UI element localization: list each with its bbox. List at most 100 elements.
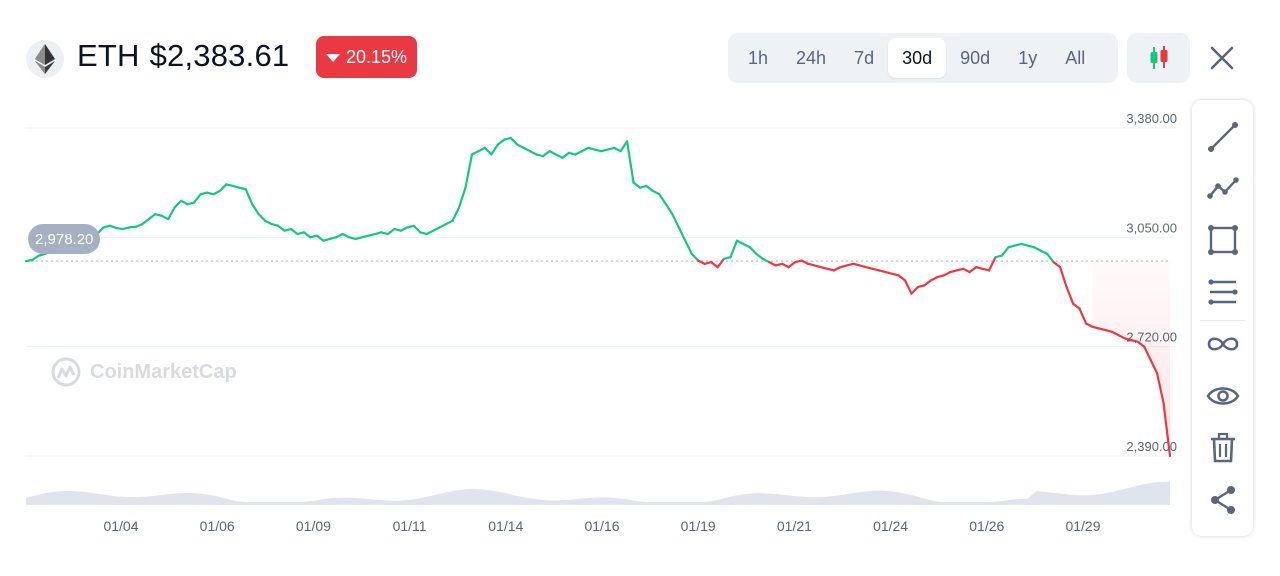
baseline-price-label: 2,978.20 [28, 224, 101, 254]
x-tick-label: 01/21 [777, 518, 812, 534]
price-chart[interactable]: 3,380.003,050.002,720.002,390.0001/0401/… [0, 100, 1190, 540]
polyline-icon[interactable] [1192, 166, 1253, 210]
price-line-segment [509, 136, 519, 146]
price-line-segment [154, 213, 163, 217]
price-line-segment [1162, 401, 1172, 458]
price-line-segment [1155, 372, 1165, 405]
price-line-segment [832, 266, 842, 272]
trash-icon[interactable] [1192, 426, 1253, 470]
price-line-segment [794, 259, 803, 264]
price-line-segment [813, 264, 823, 269]
price-line-segment [800, 259, 810, 265]
price-change-badge: 20.15% [316, 36, 417, 78]
ethereum-icon [26, 40, 64, 78]
price-line-segment [205, 191, 215, 196]
price-line-segment [1104, 329, 1113, 333]
price-line-segment [425, 229, 435, 236]
range-button-1y[interactable]: 1y [1018, 47, 1038, 68]
price-line-segment [722, 256, 732, 260]
price-line-segment [147, 213, 157, 221]
price-line-segment [574, 150, 583, 156]
price-line-segment [477, 146, 486, 153]
price-line-segment [348, 236, 357, 241]
price-line-segment [419, 231, 428, 236]
y-tick-label: 2,390.00 [1126, 439, 1177, 454]
price-line-segment [529, 150, 538, 156]
range-button-24h[interactable]: 24h [796, 47, 827, 68]
price-line-segment [1039, 249, 1049, 255]
price-line-segment [102, 224, 112, 229]
range-button-1h[interactable]: 1h [748, 47, 769, 68]
price-line-segment [1117, 333, 1126, 340]
price-line-segment [613, 146, 622, 153]
price-line-segment [929, 275, 939, 282]
price-line-segment [108, 224, 118, 230]
horizontal-lines-icon[interactable] [1192, 270, 1253, 314]
price-line-segment [432, 226, 441, 232]
price-line-segment [677, 226, 687, 242]
asset-price: $2,383.61 [149, 38, 290, 73]
range-button-all[interactable]: All [1065, 47, 1086, 68]
price-line-segment [897, 274, 907, 282]
volume-area [26, 481, 1170, 505]
price-line-segment [328, 236, 338, 241]
price-line-segment [1084, 322, 1094, 328]
range-button-30d[interactable]: 30d [888, 38, 947, 78]
price-line-segment [858, 264, 868, 269]
price-line-segment [380, 231, 390, 236]
price-line-segment [968, 266, 978, 274]
price-line-segment [141, 218, 150, 226]
price-line-segment [884, 271, 894, 275]
price-line-segment [1033, 246, 1042, 252]
price-line-segment [218, 183, 228, 193]
y-tick-label: 3,050.00 [1126, 220, 1177, 235]
price-line-segment [360, 234, 370, 239]
price-line-segment [625, 140, 635, 184]
candlestick-icon[interactable] [1127, 33, 1190, 83]
range-button-90d[interactable]: 90d [960, 47, 991, 68]
price-line-segment [638, 184, 648, 189]
infinity-icon[interactable] [1192, 322, 1253, 366]
price-line-segment [910, 285, 920, 295]
price-line-segment [606, 146, 616, 151]
price-line-segment [742, 242, 751, 249]
price-line-segment [231, 184, 241, 189]
price-change-value: 20.15% [345, 46, 408, 67]
price-line-segment [289, 227, 299, 236]
close-icon[interactable] [1202, 38, 1242, 78]
price-line-segment [658, 193, 667, 206]
price-line-segment [548, 150, 558, 156]
price-line-segment [373, 231, 383, 236]
price-line-segment [1000, 246, 1010, 257]
y-tick-label: 3,380.00 [1126, 111, 1177, 126]
share-icon[interactable] [1192, 478, 1253, 522]
price-line-segment [567, 151, 577, 156]
price-line-segment [903, 279, 913, 295]
price-line-segment [1130, 338, 1139, 343]
price-line-segment [483, 146, 493, 156]
asset-title: ETH $2,383.61 [77, 38, 289, 74]
price-line-segment [955, 267, 965, 272]
line-icon[interactable] [1192, 115, 1253, 159]
drawing-toolbar [1192, 100, 1253, 536]
price-line-segment [244, 188, 254, 206]
price-line-segment [962, 267, 971, 274]
range-button-7d[interactable]: 7d [854, 47, 875, 68]
price-line-segment [716, 257, 726, 269]
price-line-segment [386, 227, 396, 236]
price-line-segment [457, 186, 467, 209]
price-line-segment [302, 231, 312, 239]
price-line-segment [315, 234, 325, 242]
price-line-segment [748, 246, 758, 255]
x-tick-label: 01/16 [584, 518, 619, 534]
x-tick-label: 01/29 [1065, 518, 1100, 534]
rectangle-icon[interactable] [1192, 218, 1253, 262]
price-line-segment [309, 234, 318, 239]
x-tick-label: 01/06 [200, 518, 235, 534]
price-line-segment [438, 222, 448, 229]
eye-icon[interactable] [1192, 374, 1253, 418]
price-line-segment [199, 191, 209, 196]
price-line-segment [276, 224, 286, 232]
price-line-segment [936, 274, 945, 279]
price-line-segment [257, 213, 267, 222]
